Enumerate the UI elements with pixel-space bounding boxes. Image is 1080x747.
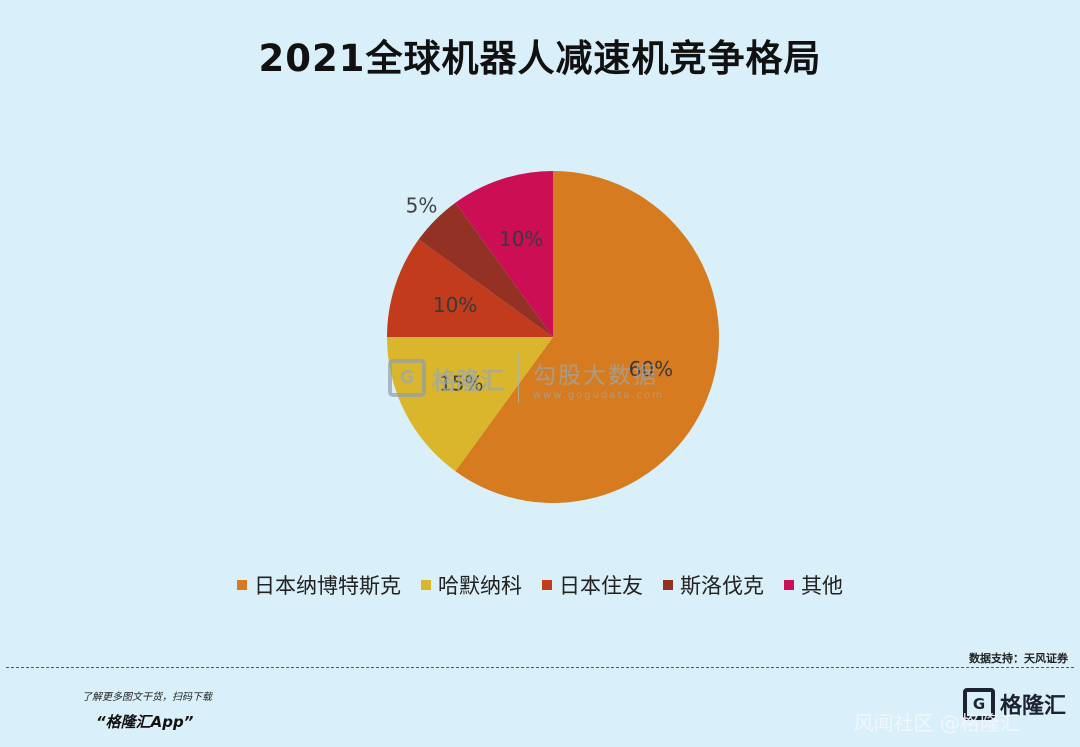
pie-slice: [455, 171, 553, 337]
watermark-right-name: 勾股大数据: [533, 362, 658, 389]
watermark-url: www.gogudata.com: [533, 389, 665, 401]
legend-item: 斯洛伐克: [663, 570, 764, 600]
legend-label: 日本住友: [559, 574, 643, 598]
pie-slice: [418, 202, 553, 337]
footer-logo-icon: G: [962, 688, 995, 720]
legend-swatch: [663, 580, 673, 590]
legend-item: 其他: [784, 570, 843, 600]
legend-swatch: [542, 580, 552, 590]
overlay-watermark-text: 风闻社区 @格隆汇: [853, 711, 1020, 735]
legend-item: 日本住友: [542, 570, 643, 600]
footer-logo-name: 格隆汇: [999, 694, 1066, 719]
legend-label: 哈默纳科: [438, 574, 522, 598]
legend-swatch: [784, 580, 794, 590]
legend-swatch: [421, 580, 431, 590]
chart-legend: 日本纳博特斯克 哈默纳科 日本住友 斯洛伐克 其他: [0, 570, 1080, 600]
watermark-name: 格隆汇: [432, 366, 504, 395]
slice-label: 15%: [439, 372, 483, 396]
pie-slice: [387, 239, 553, 337]
legend-swatch: [237, 580, 247, 590]
pie-slice: [455, 171, 720, 504]
footer-logo[interactable]: G 格隆汇: [962, 688, 1066, 720]
pie-slice: [387, 337, 553, 472]
legend-label: 其他: [801, 574, 843, 598]
legend-item: 日本纳博特斯克: [237, 570, 401, 600]
slice-label: 5%: [406, 194, 438, 218]
watermark-logo-icon: G: [388, 359, 426, 397]
legend-label: 斯洛伐克: [680, 574, 764, 598]
footer-divider: [6, 667, 1074, 668]
slice-label: 60%: [629, 357, 673, 381]
slice-label: 10%: [499, 227, 543, 251]
watermark: G 格隆汇 勾股大数据 www.gogudata.com: [388, 353, 664, 403]
watermark-right: 勾股大数据 www.gogudata.com: [533, 356, 664, 401]
data-source: 数据支持：天风证券: [969, 652, 1068, 665]
promo-line: 了解更多图文干货，扫码下载: [82, 692, 212, 703]
watermark-divider: [518, 353, 519, 403]
promo-app: “格隆汇App”: [96, 713, 194, 731]
legend-item: 哈默纳科: [421, 570, 522, 600]
legend-label: 日本纳博特斯克: [254, 574, 401, 598]
slice-label: 10%: [433, 293, 477, 317]
chart-title: 2021全球机器人减速机竞争格局: [258, 37, 822, 80]
